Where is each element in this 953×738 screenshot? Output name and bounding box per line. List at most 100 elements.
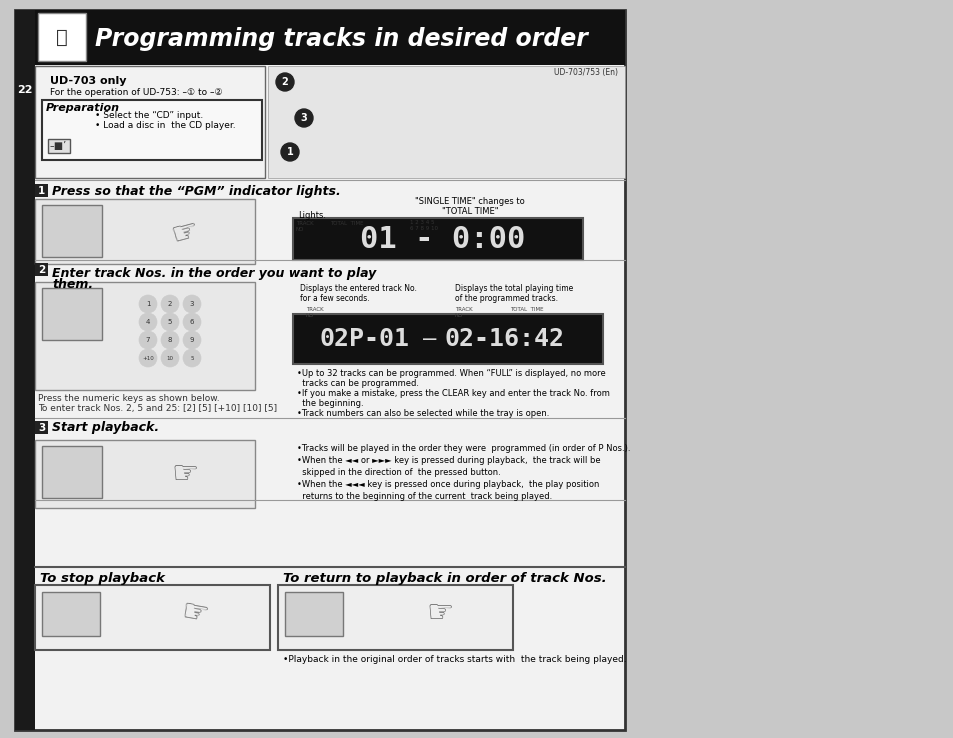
Text: To stop playback: To stop playback	[40, 572, 165, 585]
Circle shape	[161, 331, 179, 349]
Bar	[268, 66, 624, 178]
Text: UD-703 only: UD-703 only	[50, 76, 127, 86]
Bar	[15, 10, 624, 730]
Circle shape	[161, 313, 179, 331]
Circle shape	[139, 295, 157, 313]
Text: 9: 9	[190, 337, 194, 343]
Text: Preparation: Preparation	[46, 103, 120, 113]
Bar	[293, 218, 373, 238]
Text: Displays the entered track No.
for a few seconds.: Displays the entered track No. for a few…	[299, 284, 416, 303]
Text: 🎵: 🎵	[56, 27, 68, 46]
Bar	[35, 585, 270, 650]
Text: Press the numeric keys as shown below.: Press the numeric keys as shown below.	[38, 394, 219, 403]
Text: •If you make a mistake, press the CLEAR key and enter the track No. from: •If you make a mistake, press the CLEAR …	[296, 389, 609, 398]
Text: • Load a disc in  the CD player.: • Load a disc in the CD player.	[95, 121, 235, 130]
Text: the beginning.: the beginning.	[296, 399, 363, 408]
Circle shape	[183, 331, 201, 349]
Circle shape	[183, 313, 201, 331]
Text: TOTAL  TIME: TOTAL TIME	[510, 307, 543, 312]
Text: TRACK
NO: TRACK NO	[306, 307, 323, 318]
Text: Start playback.: Start playback.	[52, 421, 159, 435]
Bar	[35, 282, 254, 390]
Bar	[35, 66, 265, 178]
Text: •When the ◄◄◄ key is pressed once during playback,  the play position: •When the ◄◄◄ key is pressed once during…	[296, 480, 598, 489]
Circle shape	[281, 143, 298, 161]
Bar	[42, 100, 262, 160]
Text: them.: them.	[52, 278, 93, 291]
Circle shape	[139, 313, 157, 331]
Bar	[35, 184, 48, 197]
Text: 02P-01: 02P-01	[319, 327, 410, 351]
Text: "SINGLE TIME" changes to
"TOTAL TIME": "SINGLE TIME" changes to "TOTAL TIME"	[415, 197, 524, 216]
Bar	[42, 446, 102, 498]
Text: 10: 10	[167, 356, 173, 360]
Bar	[35, 440, 254, 508]
Bar	[48, 139, 70, 153]
Bar	[15, 10, 35, 730]
Bar	[35, 10, 624, 65]
Text: 1 2 3 4 5
6 7 8 9 10: 1 2 3 4 5 6 7 8 9 10	[410, 220, 437, 231]
Circle shape	[294, 109, 313, 127]
Bar	[35, 421, 48, 434]
Text: ☞: ☞	[172, 461, 198, 489]
Text: •Track numbers can also be selected while the tray is open.: •Track numbers can also be selected whil…	[296, 409, 549, 418]
Text: •Tracks will be played in the order they were  programmed (in order of P Nos.).: •Tracks will be played in the order they…	[296, 444, 630, 453]
Bar	[35, 199, 254, 264]
Circle shape	[161, 349, 179, 367]
Circle shape	[161, 295, 179, 313]
Text: TRACK
NO: TRACK NO	[455, 307, 472, 318]
Text: To enter track Nos. 2, 5 and 25: [2] [5] [+10] [10] [5]: To enter track Nos. 2, 5 and 25: [2] [5]…	[38, 404, 276, 413]
Text: Programming tracks in desired order: Programming tracks in desired order	[95, 27, 587, 51]
Text: ☞: ☞	[179, 597, 211, 631]
Circle shape	[183, 349, 201, 367]
Text: 8: 8	[168, 337, 172, 343]
Text: 2: 2	[38, 265, 45, 275]
Text: Displays the total playing time
of the programmed tracks.: Displays the total playing time of the p…	[455, 284, 573, 303]
Text: For the operation of UD-753: –① to –②: For the operation of UD-753: –① to –②	[50, 88, 222, 97]
Text: Press so that the “PGM” indicator lights.: Press so that the “PGM” indicator lights…	[52, 184, 340, 198]
Text: 3: 3	[38, 423, 45, 433]
Text: 22: 22	[17, 85, 32, 95]
Text: 02-16:42: 02-16:42	[444, 327, 564, 351]
Circle shape	[139, 331, 157, 349]
Text: TOTAL  TIME: TOTAL TIME	[330, 221, 363, 226]
Text: 4: 4	[146, 319, 150, 325]
Text: skipped in the direction of  the pressed button.: skipped in the direction of the pressed …	[296, 468, 500, 477]
Bar	[35, 263, 48, 276]
Text: 3: 3	[190, 301, 194, 307]
Text: ☞: ☞	[426, 599, 454, 629]
Text: 01 - 0:00: 01 - 0:00	[359, 226, 525, 255]
Text: –: –	[423, 329, 436, 349]
Text: Lights.: Lights.	[297, 211, 326, 220]
Text: returns to the beginning of the current  track being played.: returns to the beginning of the current …	[296, 492, 552, 501]
Text: Enter track Nos. in the order you want to play: Enter track Nos. in the order you want t…	[52, 267, 375, 280]
Bar	[42, 592, 100, 636]
Circle shape	[275, 73, 294, 91]
Text: UD-703/753 (En): UD-703/753 (En)	[554, 68, 618, 77]
Text: 7: 7	[146, 337, 150, 343]
Text: • Select the “CD” input.: • Select the “CD” input.	[95, 111, 203, 120]
Text: 3: 3	[300, 113, 307, 123]
Circle shape	[139, 349, 157, 367]
Bar	[293, 314, 602, 364]
Text: To return to playback in order of track Nos.: To return to playback in order of track …	[283, 572, 606, 585]
Text: 5: 5	[168, 319, 172, 325]
Text: 1: 1	[146, 301, 150, 307]
Text: 2: 2	[281, 77, 288, 87]
Bar	[42, 288, 102, 340]
Text: •When the ◄◄ or ►►► key is pressed during playback,  the track will be: •When the ◄◄ or ►►► key is pressed durin…	[296, 456, 600, 465]
Text: tracks can be programmed.: tracks can be programmed.	[296, 379, 418, 388]
Bar	[38, 13, 86, 61]
Text: TRACK
NO: TRACK NO	[295, 221, 314, 232]
Bar	[285, 592, 343, 636]
Text: –■’: –■’	[50, 141, 67, 151]
Text: ☞: ☞	[168, 215, 202, 250]
Bar	[42, 205, 102, 257]
Text: •Playback in the original order of tracks starts with  the track being played.: •Playback in the original order of track…	[283, 655, 626, 664]
Text: +10: +10	[142, 356, 153, 360]
Text: 1: 1	[38, 186, 45, 196]
Text: •Up to 32 tracks can be programmed. When “FULL” is displayed, no more: •Up to 32 tracks can be programmed. When…	[296, 369, 605, 378]
Bar	[293, 218, 582, 260]
Text: 1: 1	[286, 147, 294, 157]
Text: 2: 2	[168, 301, 172, 307]
